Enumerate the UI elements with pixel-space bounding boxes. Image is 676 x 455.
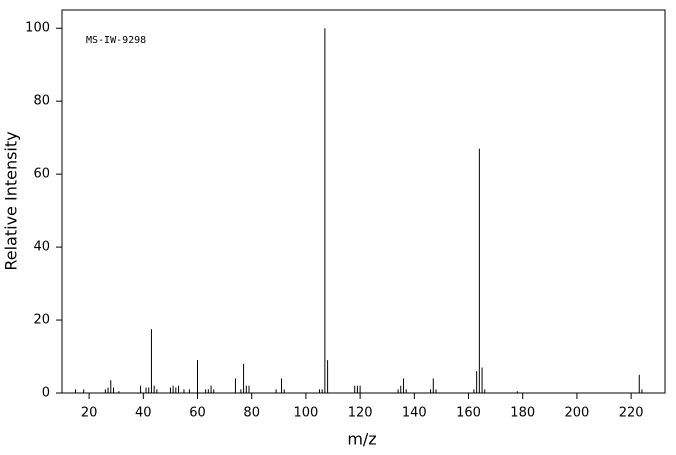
x-tick-label: 120 [348, 406, 373, 421]
x-tick-label: 20 [81, 406, 98, 421]
y-tick-label: 20 [33, 313, 50, 328]
x-tick-label: 160 [456, 406, 481, 421]
y-tick-label: 0 [42, 386, 50, 401]
x-tick-label: 40 [135, 406, 152, 421]
y-axis-label: Relative Intensity [2, 131, 21, 270]
y-tick-label: 80 [33, 94, 50, 109]
x-axis-label: m/z [347, 430, 376, 449]
x-tick-label: 100 [293, 406, 318, 421]
x-tick-label: 180 [510, 406, 535, 421]
x-tick-label: 60 [189, 406, 206, 421]
x-tick-label: 80 [243, 406, 260, 421]
annotation: MS-IW-9298 [86, 35, 146, 46]
plot-frame [61, 9, 666, 394]
x-tick-label: 140 [402, 406, 427, 421]
x-tick-label: 200 [565, 406, 590, 421]
x-tick-label: 220 [619, 406, 644, 421]
y-tick-label: 60 [33, 167, 50, 182]
y-tick-label: 100 [25, 21, 50, 36]
y-tick-label: 40 [33, 240, 50, 255]
